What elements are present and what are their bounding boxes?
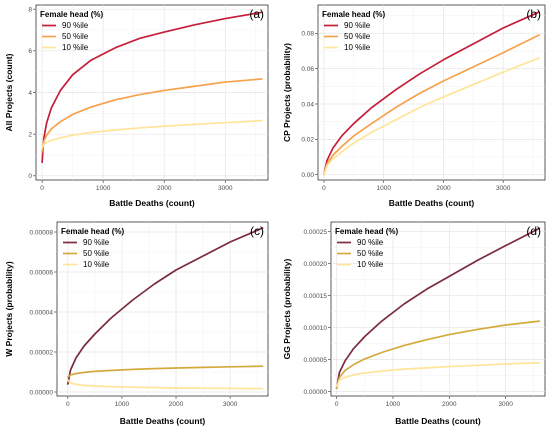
x-tick-label: 0 xyxy=(40,185,44,192)
x-tick-label: 1000 xyxy=(115,401,130,408)
legend-label: 90 %ile xyxy=(83,238,110,247)
y-tick-label: 0.08 xyxy=(301,31,314,38)
series-line-90-ile xyxy=(323,11,540,176)
y-tick-label: 0.00008 xyxy=(30,229,54,236)
x-tick-label: 2000 xyxy=(157,185,172,192)
panel-label: (b) xyxy=(526,7,541,21)
legend-label: 90 %ile xyxy=(62,21,89,30)
y-axis-title: W Projects (probability) xyxy=(4,261,14,357)
series-line-10-ile xyxy=(335,361,541,388)
legend: Female head (%) 90 %ile 50 %ile 10 %ile xyxy=(40,10,103,52)
y-tick-label: 8 xyxy=(28,6,32,13)
x-tick-label: 0 xyxy=(322,185,326,192)
x-tick-label: 0 xyxy=(335,401,339,408)
x-axis-title: Battle Deaths (count) xyxy=(395,416,481,426)
x-axis-title: Battle Deaths (count) xyxy=(109,198,195,208)
x-tick-label: 2000 xyxy=(169,401,184,408)
y-tick-label: 0.00020 xyxy=(304,261,328,268)
panel-c: 0 1000 2000 3000 0.00000 0.00002 0.00004 0.0000… xyxy=(4,221,269,426)
series-line-50-ile xyxy=(335,320,541,390)
legend-label: 50 %ile xyxy=(357,249,384,258)
legend: Female head (%) 90 %ile 50 %ile 10 %ile xyxy=(61,227,124,269)
plot-area xyxy=(317,4,546,181)
y-tick-label: 4 xyxy=(28,90,32,97)
y-tick-label: 0.00000 xyxy=(304,389,328,396)
x-tick-label: 2000 xyxy=(442,401,457,408)
legend: Female head (%) 90 %ile 50 %ile 10 %ile xyxy=(322,10,385,52)
x-tick-label: 3000 xyxy=(223,401,238,408)
y-tick-label: 0.00000 xyxy=(30,389,54,396)
x-tick-label: 3000 xyxy=(496,185,511,192)
y-axis-title: All Projects (count) xyxy=(4,53,14,131)
x-tick-label: 1000 xyxy=(386,401,401,408)
y-tick-label: 0.02 xyxy=(301,137,314,144)
legend-label: 50 %ile xyxy=(83,249,110,258)
series-line-50-ile xyxy=(66,365,264,378)
x-axis-title: Battle Deaths (count) xyxy=(389,198,475,208)
y-tick-label: 0 xyxy=(28,173,32,180)
legend-label: 10 %ile xyxy=(344,43,371,52)
y-tick-label: 0.00 xyxy=(301,172,314,179)
series-line-10-ile xyxy=(66,379,264,390)
panel-label: (c) xyxy=(250,224,264,238)
y-tick-label: 0.00025 xyxy=(304,229,328,236)
y-tick-label: 0.00005 xyxy=(304,357,328,364)
legend-label: 50 %ile xyxy=(344,32,371,41)
series-line-90-ile xyxy=(41,11,263,164)
legend-label: 90 %ile xyxy=(344,21,371,30)
y-tick-label: 0.00006 xyxy=(30,269,54,276)
x-tick-label: 1000 xyxy=(96,185,111,192)
y-tick-label: 0.00004 xyxy=(30,309,54,316)
legend-label: 90 %ile xyxy=(357,238,384,247)
legend-label: 10 %ile xyxy=(357,260,384,269)
panel-d: 0 1000 2000 3000 0.00000 0.00005 0.00010 0.0001… xyxy=(282,221,546,426)
x-tick-label: 3000 xyxy=(498,401,513,408)
panel-label: (a) xyxy=(249,7,264,21)
series-line-10-ile xyxy=(41,119,263,149)
y-tick-label: 0.00015 xyxy=(304,293,328,300)
x-tick-label: 1000 xyxy=(376,185,391,192)
y-tick-label: 0.06 xyxy=(301,66,314,73)
legend-label: 50 %ile xyxy=(62,32,89,41)
legend-title: Female head (%) xyxy=(61,227,124,236)
series-line-90-ile xyxy=(66,227,264,385)
y-tick-label: 6 xyxy=(28,48,32,55)
x-tick-label: 0 xyxy=(66,401,70,408)
legend: Female head (%) 90 %ile 50 %ile 10 %ile xyxy=(335,227,398,269)
panel-b: 0 1000 2000 3000 0.00 0.02 0.04 0.06 0.08 Female … xyxy=(282,4,546,208)
y-axis-title: GG Projects (probability) xyxy=(282,259,292,360)
legend-title: Female head (%) xyxy=(335,227,398,236)
series-line-50-ile xyxy=(41,78,263,153)
series-line-50-ile xyxy=(323,34,540,176)
series-line-90-ile xyxy=(335,227,541,390)
x-axis-title: Battle Deaths (count) xyxy=(120,416,206,426)
x-tick-label: 3000 xyxy=(218,185,233,192)
legend-title: Female head (%) xyxy=(40,10,103,19)
x-tick-label: 2000 xyxy=(436,185,451,192)
y-tick-label: 0.00002 xyxy=(30,349,54,356)
panel-label: (d) xyxy=(526,224,541,238)
legend-label: 10 %ile xyxy=(62,43,89,52)
series-line-10-ile xyxy=(323,57,540,176)
legend-label: 10 %ile xyxy=(83,260,110,269)
y-tick-label: 0.00010 xyxy=(304,325,328,332)
panel-a: 0 1000 2000 3000 0 2 4 6 8 Female head (%) 90 %ile… xyxy=(4,4,269,208)
y-axis-title: CP Projects (probability) xyxy=(282,43,292,142)
y-tick-label: 2 xyxy=(28,131,32,138)
y-tick-label: 0.04 xyxy=(301,101,314,108)
legend-title: Female head (%) xyxy=(322,10,385,19)
